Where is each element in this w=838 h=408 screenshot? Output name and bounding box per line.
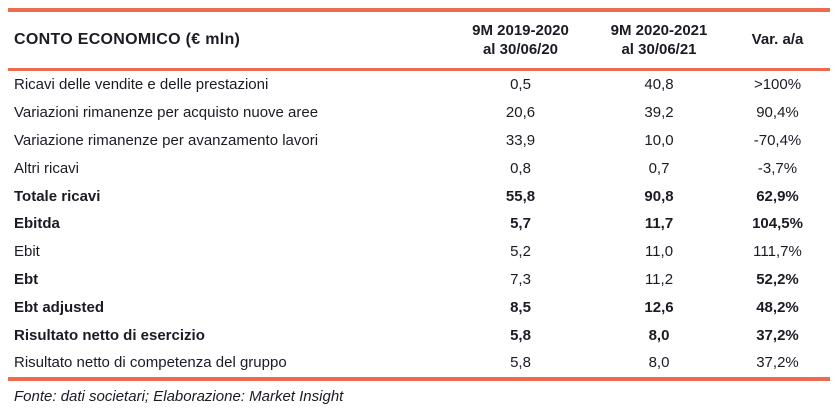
value-period1: 5,2	[510, 243, 531, 261]
value-variance: 111,7%	[753, 243, 802, 261]
column-header-variance-line1: Var. a/a	[751, 31, 804, 49]
value-variance: -70,4%	[753, 131, 802, 149]
value-period2: 39,2	[644, 104, 674, 122]
row-label: Ricavi delle vendite e delle prestazioni	[14, 76, 269, 94]
row-label: Risultato netto di competenza del gruppo	[14, 354, 287, 372]
column-header-period1: 9M 2019-2020 al 30/06/20	[448, 21, 593, 60]
value-period2: 10,0	[644, 131, 674, 149]
table-row: Risultato netto di competenza del gruppo…	[8, 349, 830, 377]
value-variance: 90,4%	[756, 104, 799, 122]
table-row: Ebt 7,3 11,2 52,2%	[8, 266, 830, 294]
table-row: Ebt adjusted 8,5 12,6 48,2%	[8, 293, 830, 321]
value-period1: 5,7	[510, 215, 531, 233]
bottom-rule	[8, 376, 830, 381]
column-header-period2-line2: al 30/06/21	[621, 41, 697, 58]
row-label: Totale ricavi	[14, 187, 101, 205]
table-row: Totale ricavi 55,8 90,8 62,9%	[8, 182, 830, 210]
table-row: Variazione rimanenze per avanzamento lav…	[8, 127, 830, 155]
value-variance: 48,2%	[756, 298, 799, 316]
value-period2: 90,8	[644, 187, 674, 205]
table-row: Ebitda 5,7 11,7 104,5%	[8, 210, 830, 238]
table-row: Ebit 5,2 11,0 111,7%	[8, 238, 830, 266]
value-period2: 11,7	[644, 215, 674, 233]
column-header-variance: Var. a/a	[725, 30, 830, 50]
value-period2: 0,7	[648, 159, 670, 177]
value-period1: 5,8	[510, 326, 531, 344]
header-rule	[8, 68, 830, 71]
value-period1: 0,8	[510, 159, 531, 177]
table-row: Altri ricavi 0,8 0,7 -3,7%	[8, 154, 830, 182]
column-header-period2: 9M 2020-2021 al 30/06/21	[593, 21, 725, 60]
row-label: Ebt	[14, 270, 39, 288]
table-row: Variazioni rimanenze per acquisto nuove …	[8, 99, 830, 127]
value-period1: 33,9	[505, 131, 536, 149]
value-period1: 0,5	[510, 76, 531, 94]
value-period2: 12,6	[644, 298, 674, 316]
value-variance: 104,5%	[752, 215, 803, 233]
source-note: Fonte: dati societari; Elaborazione: Mar…	[14, 387, 344, 405]
row-label: Variazioni rimanenze per acquisto nuove …	[14, 104, 319, 122]
value-period2: 40,8	[644, 76, 674, 94]
value-period1: 7,3	[510, 270, 531, 288]
table-title: CONTO ECONOMICO (€ mln)	[14, 31, 241, 48]
value-period2: 8,0	[648, 326, 670, 344]
table-row: Ricavi delle vendite e delle prestazioni…	[8, 71, 830, 99]
value-period1: 55,8	[505, 187, 536, 205]
top-rule	[8, 8, 830, 12]
value-variance: 37,2%	[756, 326, 799, 344]
table-body: Ricavi delle vendite e delle prestazioni…	[8, 71, 830, 377]
row-label: Variazione rimanenze per avanzamento lav…	[14, 131, 319, 149]
value-variance: 52,2%	[756, 270, 799, 288]
row-label: Altri ricavi	[14, 159, 80, 177]
table-header: CONTO ECONOMICO (€ mln) 9M 2019-2020 al …	[8, 12, 830, 68]
row-label: Ebitda	[14, 215, 60, 233]
row-label: Ebt adjusted	[14, 298, 105, 316]
value-period1: 8,5	[510, 298, 531, 316]
value-period2: 8,0	[648, 354, 670, 372]
row-label: Risultato netto di esercizio	[14, 326, 205, 344]
row-label: Ebit	[14, 243, 40, 261]
value-period1: 5,8	[510, 354, 531, 372]
table-row: Risultato netto di esercizio 5,8 8,0 37,…	[8, 321, 830, 349]
value-variance: 62,9%	[756, 187, 799, 205]
value-variance: 37,2%	[756, 354, 799, 372]
value-period2: 11,2	[644, 270, 674, 288]
column-header-period1-line2: al 30/06/20	[482, 41, 559, 58]
value-period2: 11,0	[644, 243, 674, 261]
column-header-period1-line1: 9M 2019-2020	[472, 21, 569, 39]
column-header-period2-line1: 9M 2020-2021	[610, 21, 708, 39]
value-variance: -3,7%	[757, 159, 798, 177]
value-variance: >100%	[753, 76, 802, 94]
value-period1: 20,6	[505, 104, 536, 122]
